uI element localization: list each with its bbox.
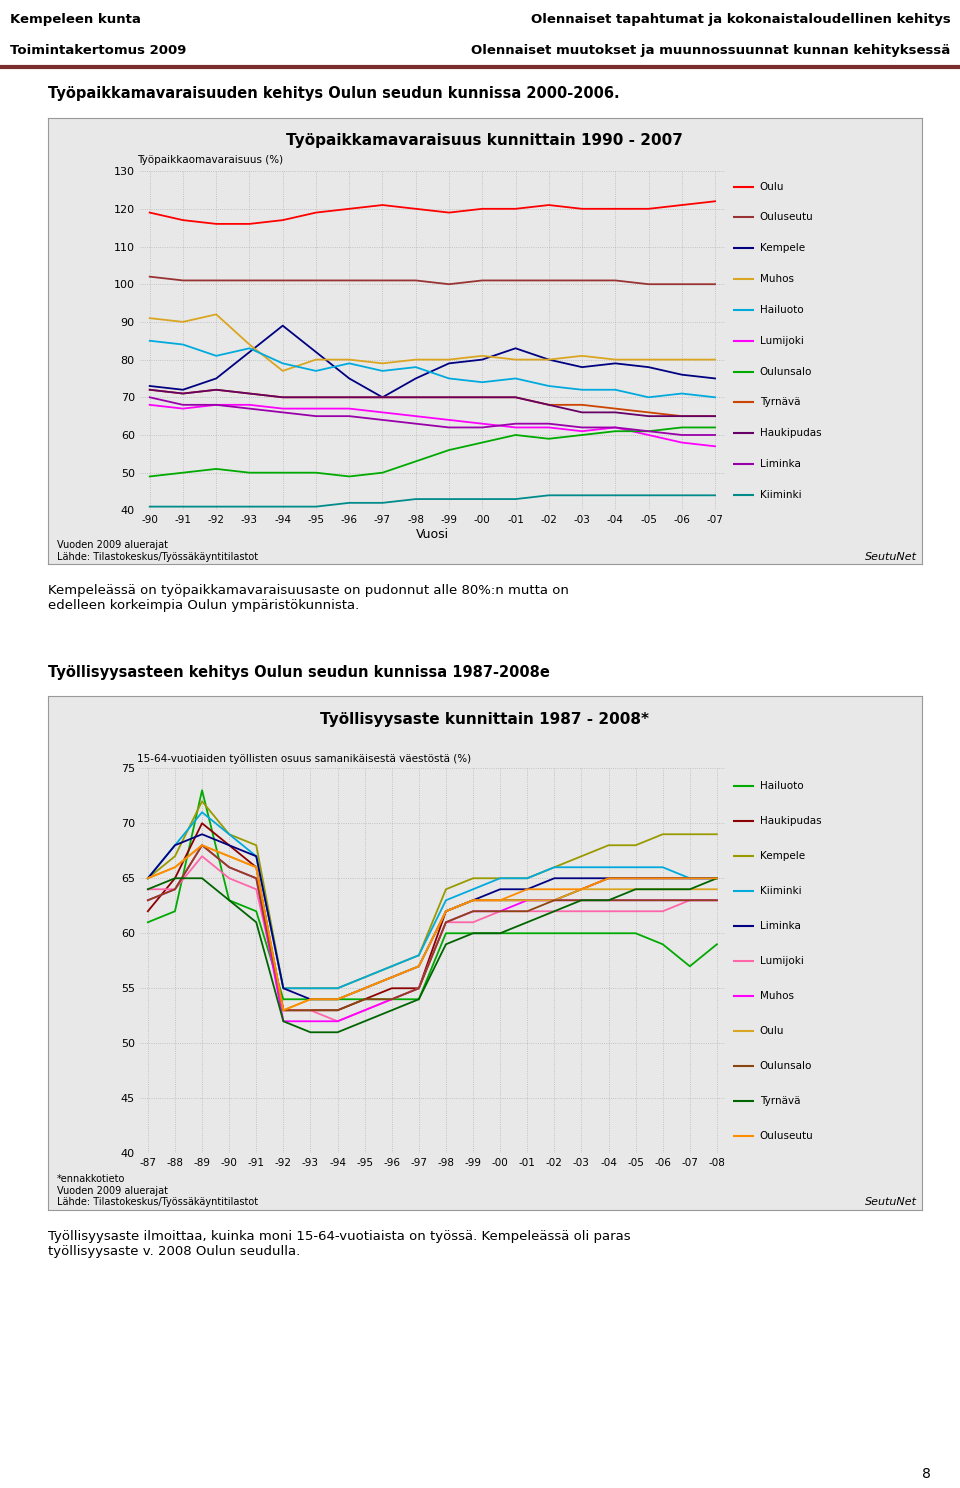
Text: Kiiminki: Kiiminki — [759, 885, 802, 896]
Text: 15-64-vuotiaiden työllisten osuus samanikäisestä väestöstä (%): 15-64-vuotiaiden työllisten osuus samani… — [137, 754, 471, 763]
Text: Olennaiset tapahtumat ja kokonaistaloudellinen kehitys: Olennaiset tapahtumat ja kokonaistaloude… — [531, 13, 950, 27]
Text: Työpaikkamavaraisuus kunnittain 1990 - 2007: Työpaikkamavaraisuus kunnittain 1990 - 2… — [286, 132, 684, 149]
Text: Liminka: Liminka — [759, 460, 801, 469]
Text: Lumijoki: Lumijoki — [759, 955, 804, 966]
Text: Vuoden 2009 aluerajat
Lähde: Tilastokeskus/Työssäkäyntitilastot: Vuoden 2009 aluerajat Lähde: Tilastokesk… — [57, 540, 258, 561]
Text: SeutuNet: SeutuNet — [865, 552, 917, 561]
X-axis label: Vuosi: Vuosi — [416, 528, 449, 542]
Text: Oulu: Oulu — [759, 1025, 784, 1036]
Text: Työpaikkaomavaraisuus (%): Työpaikkaomavaraisuus (%) — [137, 155, 283, 165]
Text: Oulunsalo: Oulunsalo — [759, 1061, 812, 1071]
Text: Haukipudas: Haukipudas — [759, 429, 821, 439]
Text: Ouluseutu: Ouluseutu — [759, 1131, 813, 1141]
Text: Hailuoto: Hailuoto — [759, 305, 804, 315]
Text: Oulunsalo: Oulunsalo — [759, 366, 812, 376]
Text: 8: 8 — [923, 1467, 931, 1481]
Text: Muhos: Muhos — [759, 274, 794, 284]
Text: SeutuNet: SeutuNet — [865, 1198, 917, 1207]
Text: Haukipudas: Haukipudas — [759, 815, 821, 826]
Text: Kiiminki: Kiiminki — [759, 490, 802, 500]
Text: Ouluseutu: Ouluseutu — [759, 213, 813, 222]
Text: Tyrnävä: Tyrnävä — [759, 1095, 800, 1106]
Text: Toimintakertomus 2009: Toimintakertomus 2009 — [10, 45, 186, 57]
Text: Kempele: Kempele — [759, 243, 804, 253]
Text: Muhos: Muhos — [759, 991, 794, 1001]
Text: Kempeleässä on työpaikkamavaraisuusaste on pudonnut alle 80%:n mutta on
edelleen: Kempeleässä on työpaikkamavaraisuusaste … — [48, 583, 569, 612]
Text: Työllisyysasteen kehitys Oulun seudun kunnissa 1987-2008e: Työllisyysasteen kehitys Oulun seudun ku… — [48, 665, 550, 680]
Text: Työpaikkamavaraisuuden kehitys Oulun seudun kunnissa 2000-2006.: Työpaikkamavaraisuuden kehitys Oulun seu… — [48, 86, 619, 101]
Text: Hailuoto: Hailuoto — [759, 781, 804, 790]
Text: Olennaiset muutokset ja muunnossuunnat kunnan kehityksessä: Olennaiset muutokset ja muunnossuunnat k… — [471, 45, 950, 57]
Text: Oulu: Oulu — [759, 182, 784, 192]
Text: Liminka: Liminka — [759, 921, 801, 931]
Text: *ennakkotieto
Vuoden 2009 aluerajat
Lähde: Tilastokeskus/Työssäkäyntitilastot: *ennakkotieto Vuoden 2009 aluerajat Lähd… — [57, 1174, 258, 1207]
Text: Lumijoki: Lumijoki — [759, 336, 804, 345]
Text: Työllisyysaste kunnittain 1987 - 2008*: Työllisyysaste kunnittain 1987 - 2008* — [321, 711, 649, 726]
Text: Kempele: Kempele — [759, 851, 804, 860]
Text: Työllisyysaste ilmoittaa, kuinka moni 15-64-vuotiaista on työssä. Kempeleässä ol: Työllisyysaste ilmoittaa, kuinka moni 15… — [48, 1229, 631, 1257]
Text: Kempeleen kunta: Kempeleen kunta — [10, 13, 140, 27]
Text: Tyrnävä: Tyrnävä — [759, 397, 800, 408]
